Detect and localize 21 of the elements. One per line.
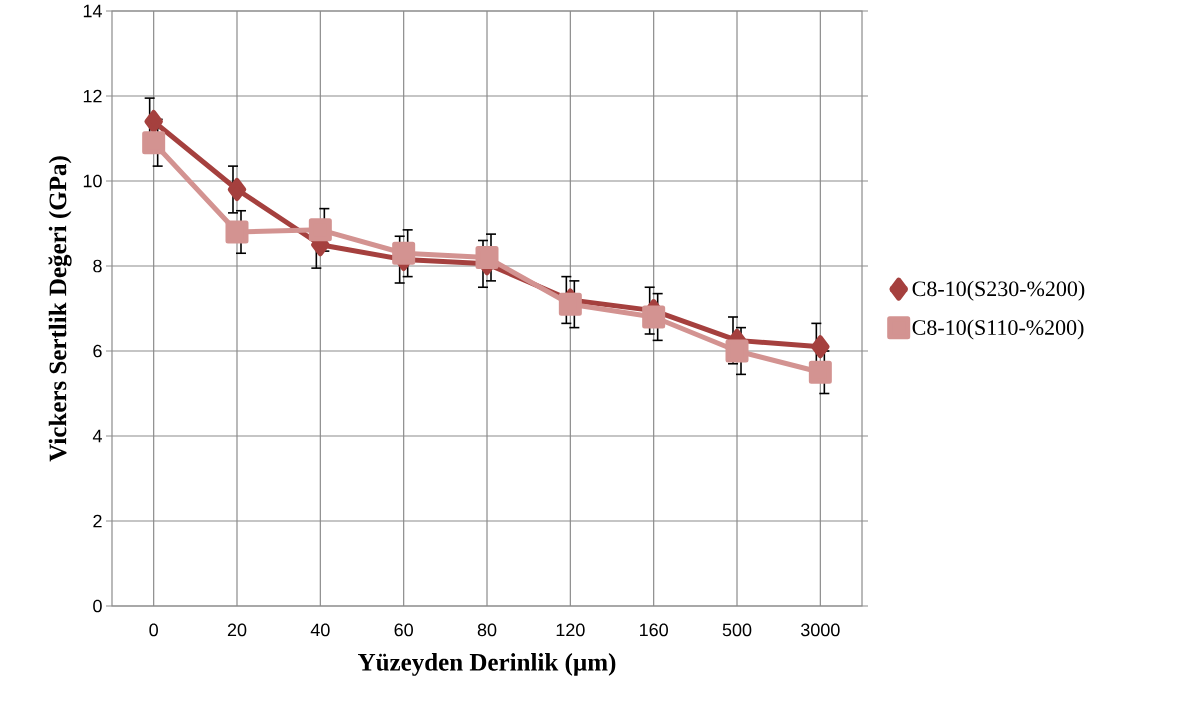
x-tick-label: 500 (722, 623, 752, 637)
y-tick-label: 4 (92, 429, 102, 443)
x-tick-label: 20 (227, 623, 247, 637)
y-tick-label: 10 (83, 174, 102, 188)
y-tick-label: 12 (83, 89, 102, 103)
x-tick-label: 120 (556, 623, 585, 637)
legend-label: C8-10(S230-%200) (912, 280, 1085, 301)
y-tick-label: 6 (93, 344, 102, 358)
x-tick-label: 3000 (801, 623, 840, 637)
y-tick-label: 0 (93, 599, 102, 613)
x-tick-label: 40 (310, 623, 330, 637)
legend-label: C8-10(S110-%200) (912, 319, 1084, 340)
y-axis-title: Vickers Sertlik Değeri (GPa) (48, 156, 72, 462)
y-tick-label: 2 (93, 514, 102, 528)
x-axis-title: Yüzeyden Derinlik (µm) (358, 653, 616, 676)
x-tick-label: 80 (477, 623, 497, 637)
y-tick-label: 14 (83, 4, 102, 18)
y-tick-label: 8 (93, 259, 102, 273)
x-tick-label: 0 (149, 623, 158, 637)
x-tick-label: 60 (394, 623, 413, 637)
x-tick-label: 160 (640, 623, 668, 637)
